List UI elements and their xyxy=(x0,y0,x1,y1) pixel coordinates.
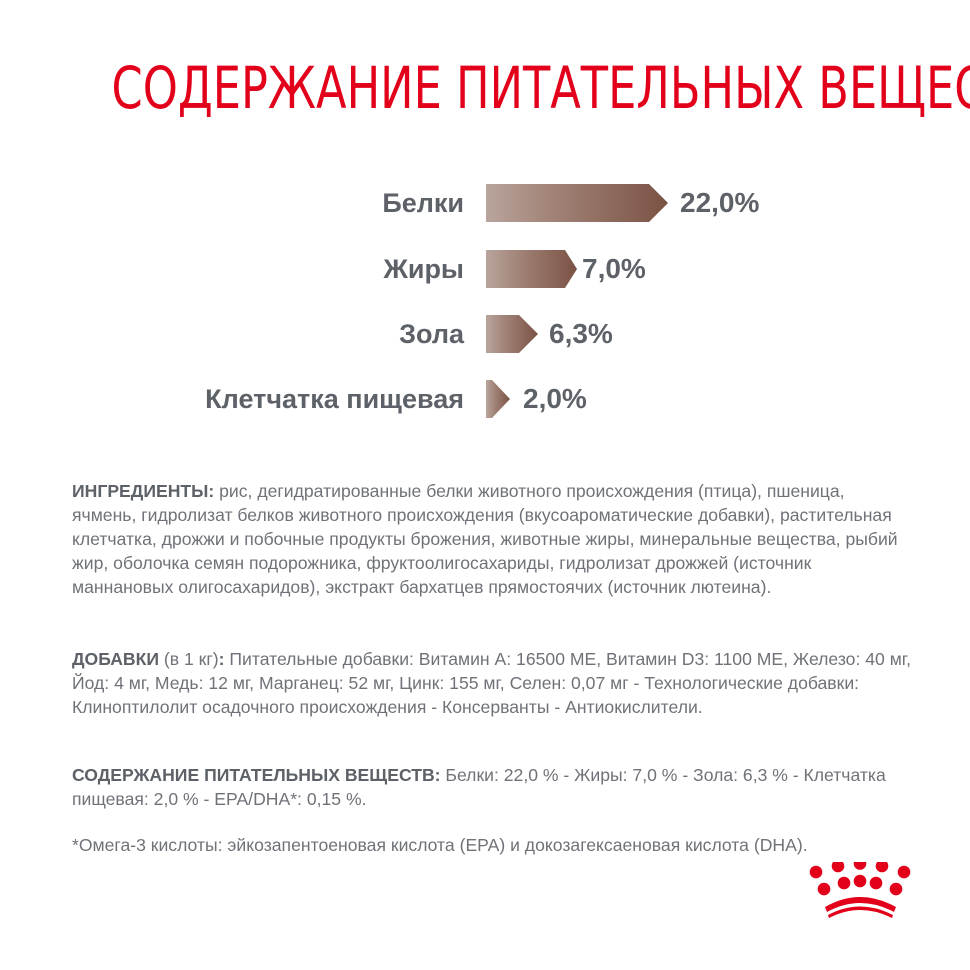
ingredients-heading: ИНГРЕДИЕНТЫ: xyxy=(72,481,215,501)
chart-value: 6,3% xyxy=(549,318,613,349)
nutrient-bar-chart: Белки 22,0% Жиры 7,0% Зола 6,3% Клетчатк… xyxy=(0,0,970,440)
ingredients-text: рис, дегидратированные белки животного п… xyxy=(72,481,898,597)
chart-label: Жиры xyxy=(383,254,464,284)
page-title: СОДЕРЖАНИЕ ПИТАТЕЛЬНЫХ ВЕЩЕСТВ xyxy=(111,54,970,122)
chart-label: Клетчатка пищевая xyxy=(205,384,464,414)
nutrients-section: СОДЕРЖАНИЕ ПИТАТЕЛЬНЫХ ВЕЩЕСТВ: Белки: 2… xyxy=(72,763,912,811)
chart-row-ash: Зола 6,3% xyxy=(0,315,970,353)
chart-value: 22,0% xyxy=(680,187,760,218)
chart-row-fat: Жиры 7,0% xyxy=(0,250,970,288)
omega-footnote: *Омега-3 кислоты: эйкозапентоеновая кисл… xyxy=(72,835,808,855)
additives-heading: ДОБАВКИ xyxy=(72,649,159,669)
chart-value: 2,0% xyxy=(523,383,587,414)
additives-colon: : xyxy=(218,649,225,669)
chart-bar xyxy=(486,380,510,418)
nutrients-text: Белки: 22,0 % - Жиры: 7,0 % - Зола: 6,3 … xyxy=(72,765,886,809)
additives-text: Питательные добавки: Витамин А: 16500 МЕ… xyxy=(72,649,911,717)
chart-bar xyxy=(486,184,668,222)
chart-bar xyxy=(486,250,577,288)
nutrients-heading: СОДЕРЖАНИЕ ПИТАТЕЛЬНЫХ ВЕЩЕСТВ: xyxy=(72,765,441,785)
chart-row-fiber: Клетчатка пищевая 2,0% xyxy=(0,380,970,418)
chart-label: Зола xyxy=(399,319,464,349)
additives-unit-note: (в 1 кг) xyxy=(159,649,219,669)
chart-label: Белки xyxy=(382,188,464,218)
crown-logo-icon xyxy=(809,862,911,918)
additives-section: ДОБАВКИ (в 1 кг): Питательные добавки: В… xyxy=(72,647,912,719)
chart-row-protein: Белки 22,0% xyxy=(0,184,970,222)
ingredients-section: ИНГРЕДИЕНТЫ: рис, дегидратированные белк… xyxy=(72,479,912,599)
chart-bar xyxy=(486,315,538,353)
chart-value: 7,0% xyxy=(582,253,646,284)
